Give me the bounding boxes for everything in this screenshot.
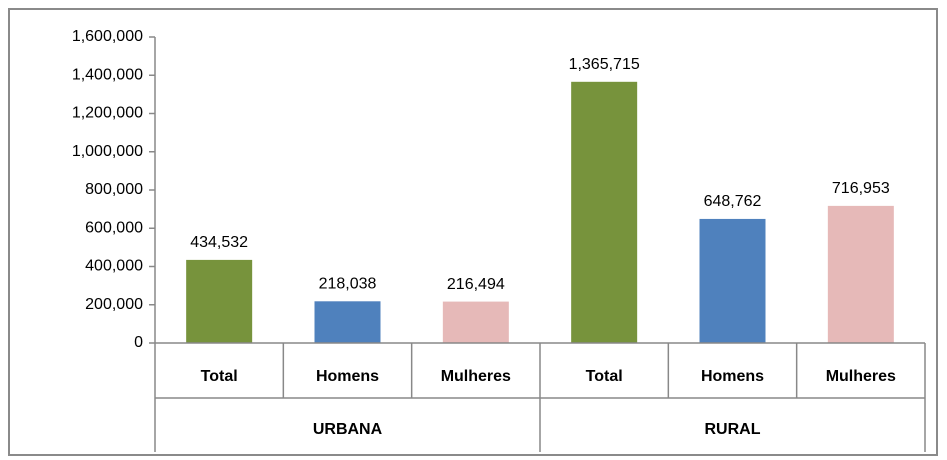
value-label: 716,953 <box>832 180 890 197</box>
bar <box>571 81 638 343</box>
value-label: 216,494 <box>447 276 505 293</box>
bar <box>442 301 509 343</box>
x-tick-label: Total <box>586 368 623 385</box>
y-tick-label: 0 <box>134 334 143 351</box>
bar <box>314 301 381 343</box>
y-tick-label: 200,000 <box>85 296 143 313</box>
x-tick-label: Homens <box>316 368 379 385</box>
y-tick-label: 1,200,000 <box>72 105 143 122</box>
x-tick-label: Total <box>201 368 238 385</box>
value-label: 218,038 <box>319 276 377 293</box>
y-tick-label: 1,000,000 <box>72 143 143 160</box>
chart-frame <box>8 8 938 456</box>
group-label: RURAL <box>705 421 761 438</box>
y-tick-label: 1,600,000 <box>72 28 143 45</box>
bar <box>186 259 253 343</box>
y-tick-label: 1,400,000 <box>72 66 143 83</box>
y-tick-label: 600,000 <box>85 219 143 236</box>
group-label: URBANA <box>313 421 383 438</box>
bar <box>699 218 766 343</box>
y-tick-label: 400,000 <box>85 258 143 275</box>
x-tick-label: Mulheres <box>826 368 896 385</box>
x-tick-label: Homens <box>701 368 764 385</box>
bar <box>827 205 894 343</box>
y-tick-label: 800,000 <box>85 181 143 198</box>
value-label: 1,365,715 <box>569 56 640 73</box>
x-tick-label: Mulheres <box>441 368 511 385</box>
value-label: 434,532 <box>190 234 248 251</box>
value-label: 648,762 <box>704 193 762 210</box>
